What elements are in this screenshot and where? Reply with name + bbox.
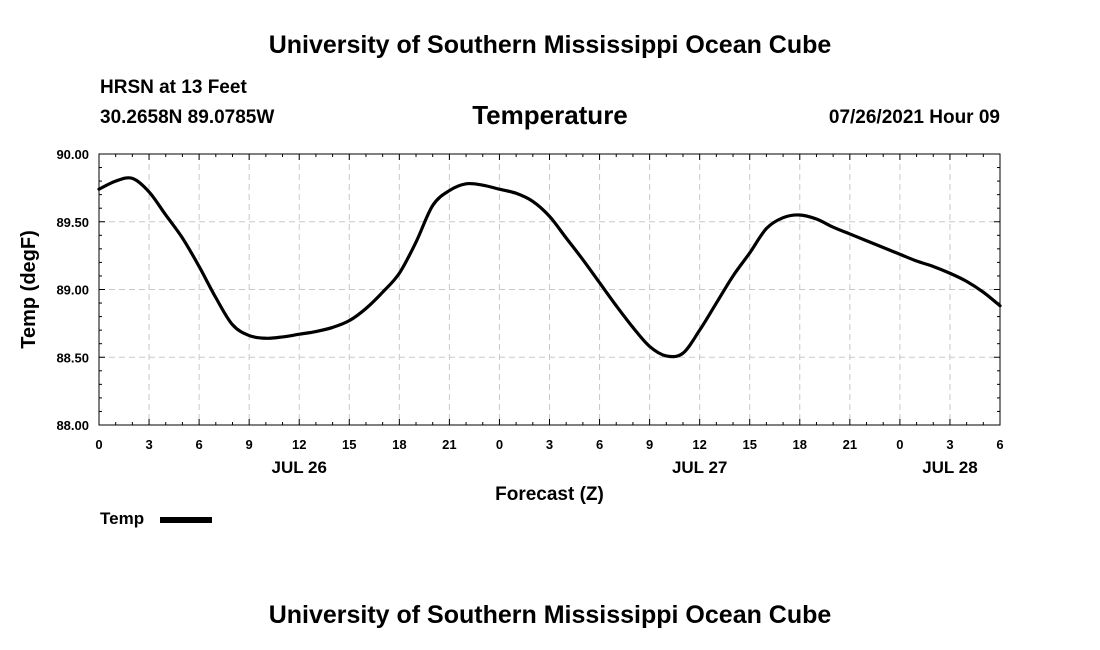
y-tick-label: 89.00	[56, 283, 89, 298]
x-tick-label: 3	[946, 437, 953, 452]
legend-swatch-temp	[160, 517, 212, 523]
timestamp-label: 07/26/2021 Hour 09	[828, 107, 1000, 128]
station-label: HRSN at 13 Feet	[100, 77, 247, 98]
page-title-top: University of Southern Mississippi Ocean…	[268, 31, 832, 59]
y-tick-label: 88.00	[56, 418, 89, 433]
x-tick-label: 6	[996, 437, 1003, 452]
legend-label: Temp	[100, 509, 145, 528]
x-axis-label: Forecast (Z)	[495, 484, 604, 505]
x-tick-label: 0	[496, 437, 503, 452]
x-tick-label: 12	[692, 437, 706, 452]
x-tick-label: 0	[896, 437, 903, 452]
series-line-temp	[97, 176, 1002, 359]
x-tick-label: 21	[843, 437, 857, 452]
x-tick-label: 3	[546, 437, 553, 452]
x-date-label: JUL 26	[271, 458, 326, 477]
x-tick-label: 12	[292, 437, 306, 452]
x-tick-label: 15	[342, 437, 356, 452]
chart-title: Temperature	[472, 100, 628, 130]
x-tick-label: 18	[793, 437, 807, 452]
y-tick-label: 89.50	[56, 215, 89, 230]
y-axis-label: Temp (degF)	[18, 230, 40, 349]
y-tick-label: 90.00	[56, 147, 89, 162]
x-tick-label: 6	[195, 437, 202, 452]
x-tick-label: 18	[392, 437, 406, 452]
x-tick-label: 9	[646, 437, 653, 452]
x-tick-label: 3	[145, 437, 152, 452]
coordinates-label: 30.2658N 89.0785W	[100, 107, 275, 128]
x-tick-label: 6	[596, 437, 603, 452]
x-date-label: JUL 27	[672, 458, 727, 477]
y-tick-label: 88.50	[56, 350, 89, 365]
x-tick-label: 9	[246, 437, 253, 452]
x-date-label: JUL 28	[922, 458, 977, 477]
page-title-bottom: University of Southern Mississippi Ocean…	[268, 601, 832, 629]
x-tick-label: 21	[442, 437, 456, 452]
x-tick-label: 0	[95, 437, 102, 452]
x-tick-label: 15	[742, 437, 756, 452]
